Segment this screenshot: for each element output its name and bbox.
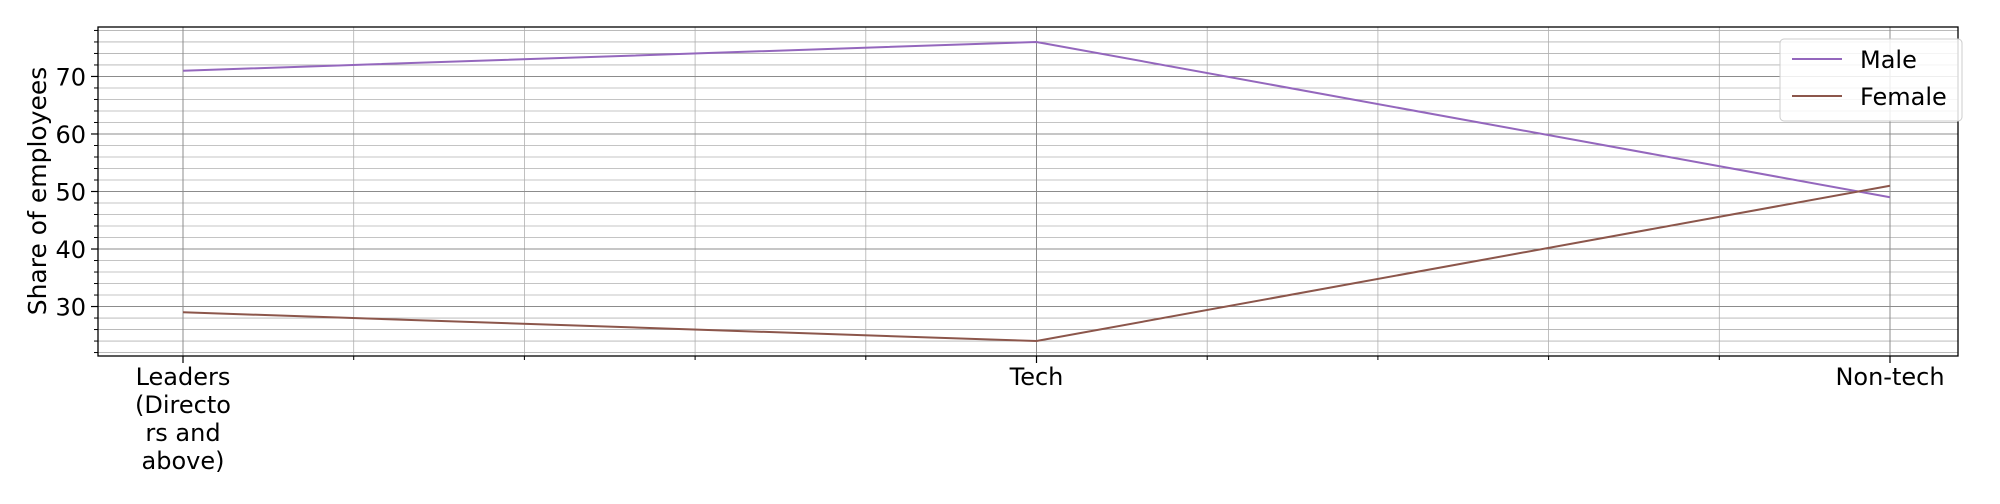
series-line-male [182, 40, 1891, 199]
series-lines [182, 40, 1891, 343]
legend-male-label: Male [1860, 46, 1917, 74]
y-tick-label: 50 [55, 179, 86, 207]
x-tick-label: Non-tech [1835, 363, 1944, 391]
y-axis-label: Share of employees [23, 67, 52, 316]
y-tick-label: 30 [55, 294, 86, 322]
x-tick-label: Tech [1009, 363, 1064, 391]
legend: Male Female [1779, 38, 1963, 122]
y-tick-label: 70 [55, 63, 86, 91]
x-axis: Leaders (Directo rs and above) Tech Non-tech [135, 356, 1945, 475]
y-tick-label: 40 [55, 236, 86, 264]
grid [98, 27, 1958, 356]
legend-female-label: Female [1860, 83, 1947, 111]
x-tick-label: Leaders (Directo rs and above) [135, 363, 231, 475]
y-axis: 30 40 50 60 70 [55, 29, 98, 354]
series-line-female [182, 184, 1891, 343]
y-tick-label: 60 [55, 121, 86, 149]
